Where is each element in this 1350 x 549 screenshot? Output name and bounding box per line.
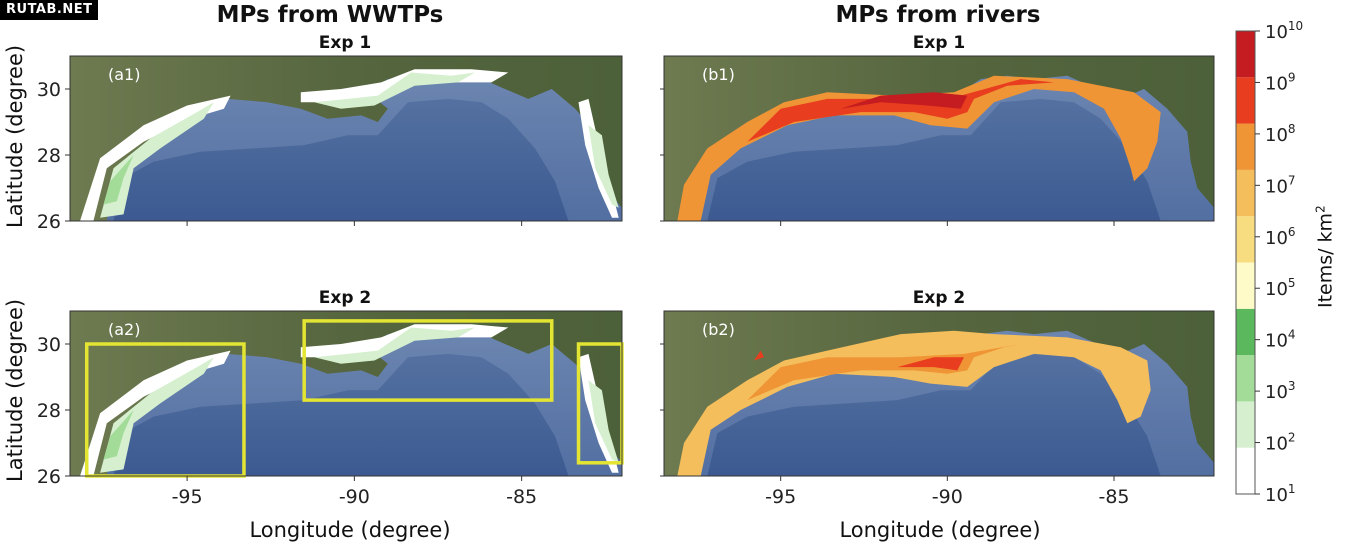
axes-frame — [69, 55, 623, 222]
colorbar-frame — [1235, 30, 1256, 495]
y-tick-label: 30 — [37, 79, 61, 101]
panel-title-a1: Exp 1 — [318, 33, 372, 53]
colorbar-tick-label: 101 — [1265, 482, 1296, 506]
y-tick-label: 28 — [37, 145, 61, 167]
concentration-band — [103, 155, 134, 205]
colorbar-segment — [1236, 355, 1255, 402]
colorbar-segment — [1236, 401, 1255, 448]
panel-label-a2: (a2) — [108, 320, 140, 339]
x-tick-label: -90 — [339, 486, 370, 508]
x-axis-label-right: Longitude (degree) — [839, 518, 1041, 542]
colorbar-label: Items/ km2 — [1313, 182, 1336, 332]
colorbar-tick-label: 103 — [1265, 379, 1296, 403]
concentration-band — [747, 79, 1054, 142]
colorbar-tick-label: 108 — [1265, 122, 1296, 146]
column-title-rivers: MPs from rivers — [835, 2, 1041, 28]
x-tick-label: -85 — [506, 486, 537, 508]
land-mass — [70, 311, 622, 476]
colorbar-segment — [1236, 31, 1255, 78]
concentration-band — [314, 327, 475, 364]
colorbar-segment — [1236, 216, 1255, 263]
colorbar-tick-label: 104 — [1265, 328, 1296, 352]
colorbar-tick-label: 107 — [1265, 173, 1296, 197]
colorbar-segment — [1236, 169, 1255, 217]
panel-label-b1: (b1) — [702, 65, 735, 84]
highlight-box — [302, 319, 554, 402]
panel-title-a2: Exp 2 — [318, 288, 372, 308]
land-mass — [70, 56, 622, 221]
axes-frame — [663, 55, 1215, 222]
axes-frame — [663, 310, 1215, 477]
axes-frame — [69, 310, 623, 477]
y-tick-label: 28 — [37, 400, 61, 422]
concentration-band — [897, 357, 964, 371]
concentration-band — [840, 92, 968, 109]
watermark: RUTAB.NET — [0, 0, 99, 20]
land-mass — [664, 311, 1214, 476]
x-tick-label: -95 — [172, 486, 203, 508]
concentration-band — [100, 102, 214, 218]
panel-title-b1: Exp 1 — [912, 33, 966, 53]
concentration-band — [80, 95, 231, 221]
colorbar-label-exponent: 2 — [1313, 205, 1328, 213]
colorbar-tick-label: 105 — [1265, 276, 1296, 300]
concentration-band — [314, 72, 475, 109]
colorbar: 101 102 103 104 105 106 107 108 109 1010 — [1235, 19, 1303, 506]
x-tick-label: -95 — [765, 486, 796, 508]
x-axis-label-left: Longitude (degree) — [249, 518, 451, 542]
concentration-band — [754, 350, 764, 361]
colorbar-tick-label: 109 — [1265, 70, 1296, 94]
panel-label-a1: (a1) — [108, 65, 140, 84]
land-mass — [664, 56, 1214, 221]
map-panel-b1: (b1) — [660, 55, 1215, 226]
map-panel-a1: (a1) 26 28 30 — [37, 55, 623, 233]
y-tick-label: 26 — [37, 466, 61, 488]
concentration-band — [80, 350, 231, 476]
map-panel-a2: (a2) 26 28 30 -95 -90 -85 — [37, 310, 624, 508]
x-tick-label: -85 — [1098, 486, 1129, 508]
map-panel-b2: (b2) -95 -90 -85 — [660, 310, 1215, 508]
colorbar-tick-label: 106 — [1265, 225, 1296, 249]
colorbar-segment — [1236, 77, 1255, 124]
colorbar-segment — [1236, 447, 1255, 494]
colorbar-segment — [1236, 308, 1255, 356]
colorbar-tick-label: 102 — [1265, 431, 1296, 455]
colorbar-segment — [1236, 262, 1255, 309]
concentration-band — [588, 125, 619, 208]
concentration-band — [103, 410, 134, 460]
colorbar-tick-label: 1010 — [1265, 19, 1303, 43]
y-tick-label: 26 — [37, 211, 61, 233]
panel-label-b2: (b2) — [702, 320, 735, 339]
colorbar-label-text: Items/ km — [1314, 212, 1337, 309]
y-tick-label: 30 — [37, 334, 61, 356]
x-tick-label: -90 — [932, 486, 963, 508]
concentration-band — [588, 380, 619, 463]
panel-title-b2: Exp 2 — [912, 288, 966, 308]
concentration-band — [100, 357, 214, 473]
colorbar-segment — [1236, 123, 1255, 170]
column-title-wwtps: MPs from WWTPs — [216, 2, 444, 28]
